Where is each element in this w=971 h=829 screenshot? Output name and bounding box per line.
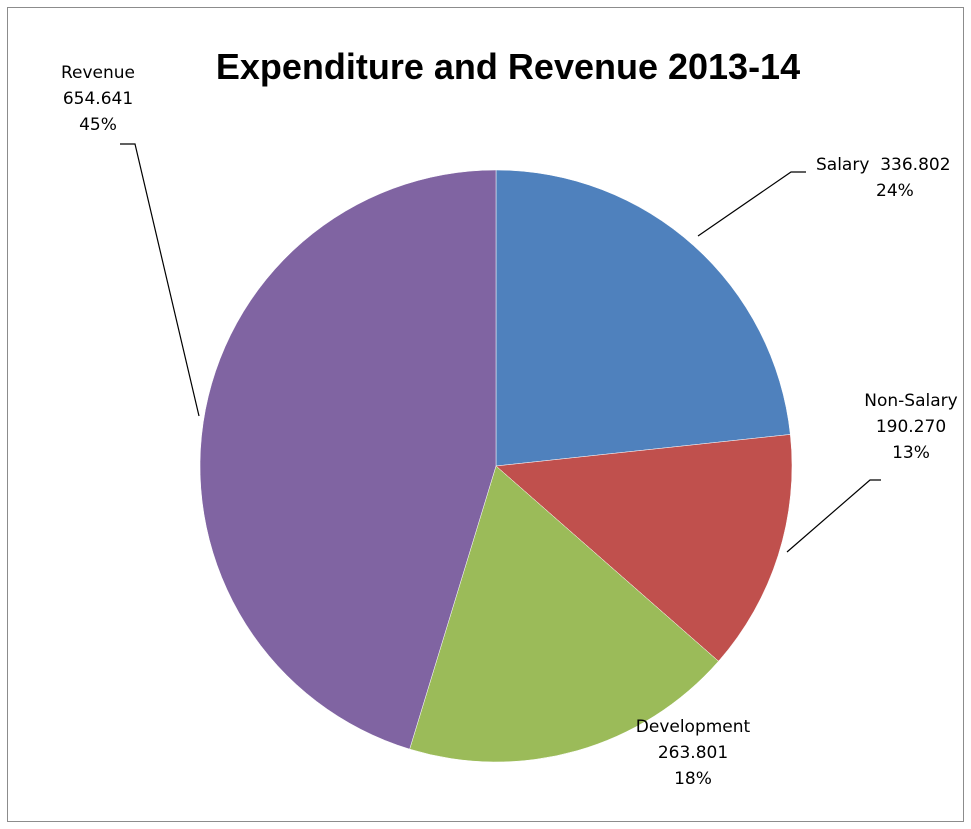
chart-title: Expenditure and Revenue 2013-14 — [215, 46, 801, 87]
slice-value: 190.270 — [875, 417, 947, 437]
slice-label-salary: Salary 336.802 24% — [816, 152, 971, 204]
pie-slice-revenue — [199, 169, 497, 750]
leader-line-revenue — [120, 143, 200, 417]
pie-slices — [199, 169, 793, 763]
slice-percent: 18% — [674, 769, 712, 789]
slice-percent: 13% — [892, 443, 930, 463]
slice-value: 336.802 — [880, 155, 951, 175]
pie-slice-salary — [495, 169, 791, 467]
pie-slice-non-salary — [495, 434, 793, 662]
slice-label-development: Development 263.801 18% — [618, 714, 768, 792]
slice-label-non-salary: Non-Salary 190.270 13% — [856, 388, 966, 466]
slice-label-revenue: Revenue 654.641 45% — [48, 60, 148, 138]
slice-name: Non-Salary — [864, 391, 958, 411]
pie-chart — [120, 143, 881, 763]
slice-percent: 45% — [79, 115, 117, 135]
chart-area: Expenditure and Revenue 2013-14 Salary 3… — [7, 7, 964, 822]
slice-value: 654.641 — [62, 89, 134, 109]
slice-name: Development — [635, 717, 751, 737]
leader-line-non-salary — [786, 479, 881, 553]
slice-value: 263.801 — [657, 743, 729, 763]
pie-slice-development — [409, 465, 719, 763]
slice-percent: 24% — [876, 181, 914, 201]
leader-lines — [120, 143, 881, 553]
slice-name: Salary — [816, 155, 870, 175]
leader-line-salary — [697, 171, 806, 237]
slice-name: Revenue — [60, 63, 136, 83]
